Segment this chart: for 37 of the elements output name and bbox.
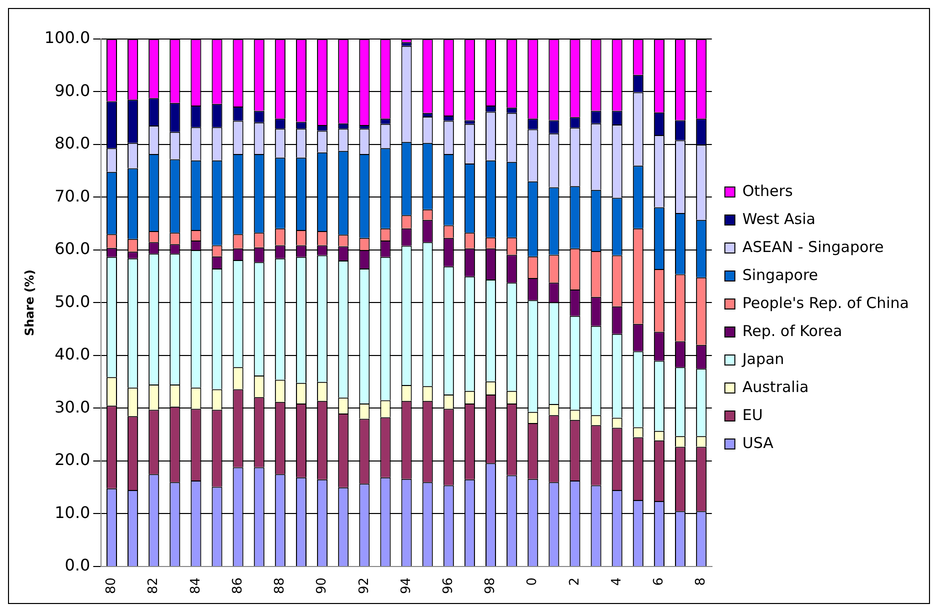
- x-tick-label: 84: [188, 577, 204, 594]
- legend-label: Others: [742, 182, 793, 200]
- legend-label: Australia: [742, 378, 809, 396]
- x-tick-label: 6: [652, 577, 667, 586]
- x-tick-label: 0: [525, 577, 540, 586]
- y-tick-label: 60.0: [54, 239, 90, 258]
- y-tick-label: 30.0: [54, 397, 90, 416]
- x-tick-label: 90: [314, 577, 330, 594]
- y-tick-label: 10.0: [54, 502, 90, 522]
- legend-label: Rep. of Korea: [742, 322, 842, 340]
- y-tick-label: 50.0: [54, 292, 90, 311]
- x-tick-label: 2: [567, 577, 582, 586]
- x-tick-label: 8: [694, 577, 709, 586]
- legend-label: Japan: [741, 350, 784, 368]
- x-tick-label: 94: [398, 577, 414, 594]
- x-tick-label: 98: [483, 577, 498, 594]
- y-tick-label: 80.0: [54, 134, 90, 153]
- y-tick-label: 70.0: [54, 186, 90, 206]
- y-tick-label: 90.0: [54, 80, 90, 100]
- y-tick-label: 20.0: [54, 450, 90, 470]
- x-tick-label: 86: [230, 577, 246, 594]
- legend-label: EU: [742, 406, 763, 424]
- x-tick-label: 96: [441, 577, 456, 594]
- y-axis-title: Share (%): [22, 269, 36, 336]
- x-tick-label: 82: [146, 577, 162, 594]
- legend-label: People's Rep. of China: [742, 294, 910, 312]
- legend-label: ASEAN - Singapore: [742, 238, 884, 256]
- x-tick-label: 88: [272, 577, 288, 594]
- x-tick-label: 80: [104, 577, 120, 594]
- y-tick-label: 100.0: [44, 28, 90, 48]
- legend-label: Singapore: [742, 266, 818, 284]
- y-tick-label: 0.0: [64, 556, 90, 575]
- y-tick-label: 40.0: [54, 344, 90, 364]
- legend-label: West Asia: [742, 210, 816, 228]
- x-tick-label: 4: [609, 577, 624, 586]
- x-tick-label: 92: [356, 577, 372, 594]
- legend-label: USA: [742, 434, 774, 452]
